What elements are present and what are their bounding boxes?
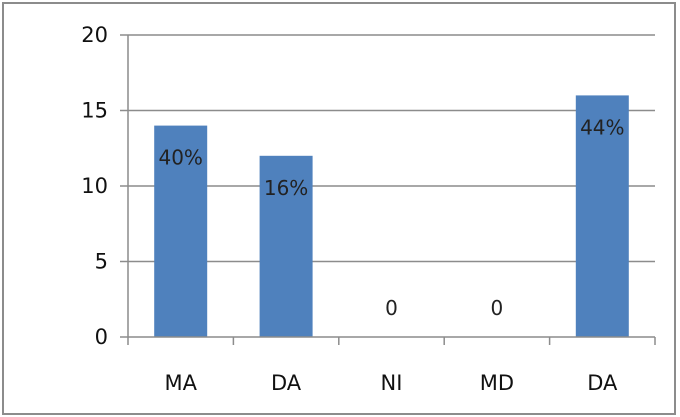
x-tick-label: NI (381, 371, 403, 395)
y-tick-label: 10 (81, 174, 108, 198)
x-tick-label: DA (271, 371, 302, 395)
bar (154, 125, 208, 337)
data-label: 0 (385, 296, 398, 320)
y-tick-label: 5 (95, 250, 108, 274)
bars (154, 95, 629, 338)
data-label: 0 (491, 296, 504, 320)
bar (259, 155, 313, 337)
y-tick-label: 20 (81, 23, 108, 47)
x-tick-labels: MA DA NI MD DA (164, 371, 618, 395)
grid-lines (128, 34, 655, 263)
y-tick-label: 0 (95, 325, 108, 349)
x-tick-label: DA (587, 371, 618, 395)
x-tick-label: MD (480, 371, 514, 395)
bar (575, 95, 629, 338)
y-tick-label: 15 (81, 99, 108, 123)
axes (120, 34, 656, 345)
y-tick-labels: 0 5 10 15 20 (81, 23, 108, 349)
data-labels: 40% 16% 0 0 44% (158, 115, 624, 320)
data-label: 16% (264, 176, 308, 200)
x-tick-label: MA (164, 371, 197, 395)
data-label: 40% (158, 146, 202, 170)
data-label: 44% (580, 115, 624, 139)
